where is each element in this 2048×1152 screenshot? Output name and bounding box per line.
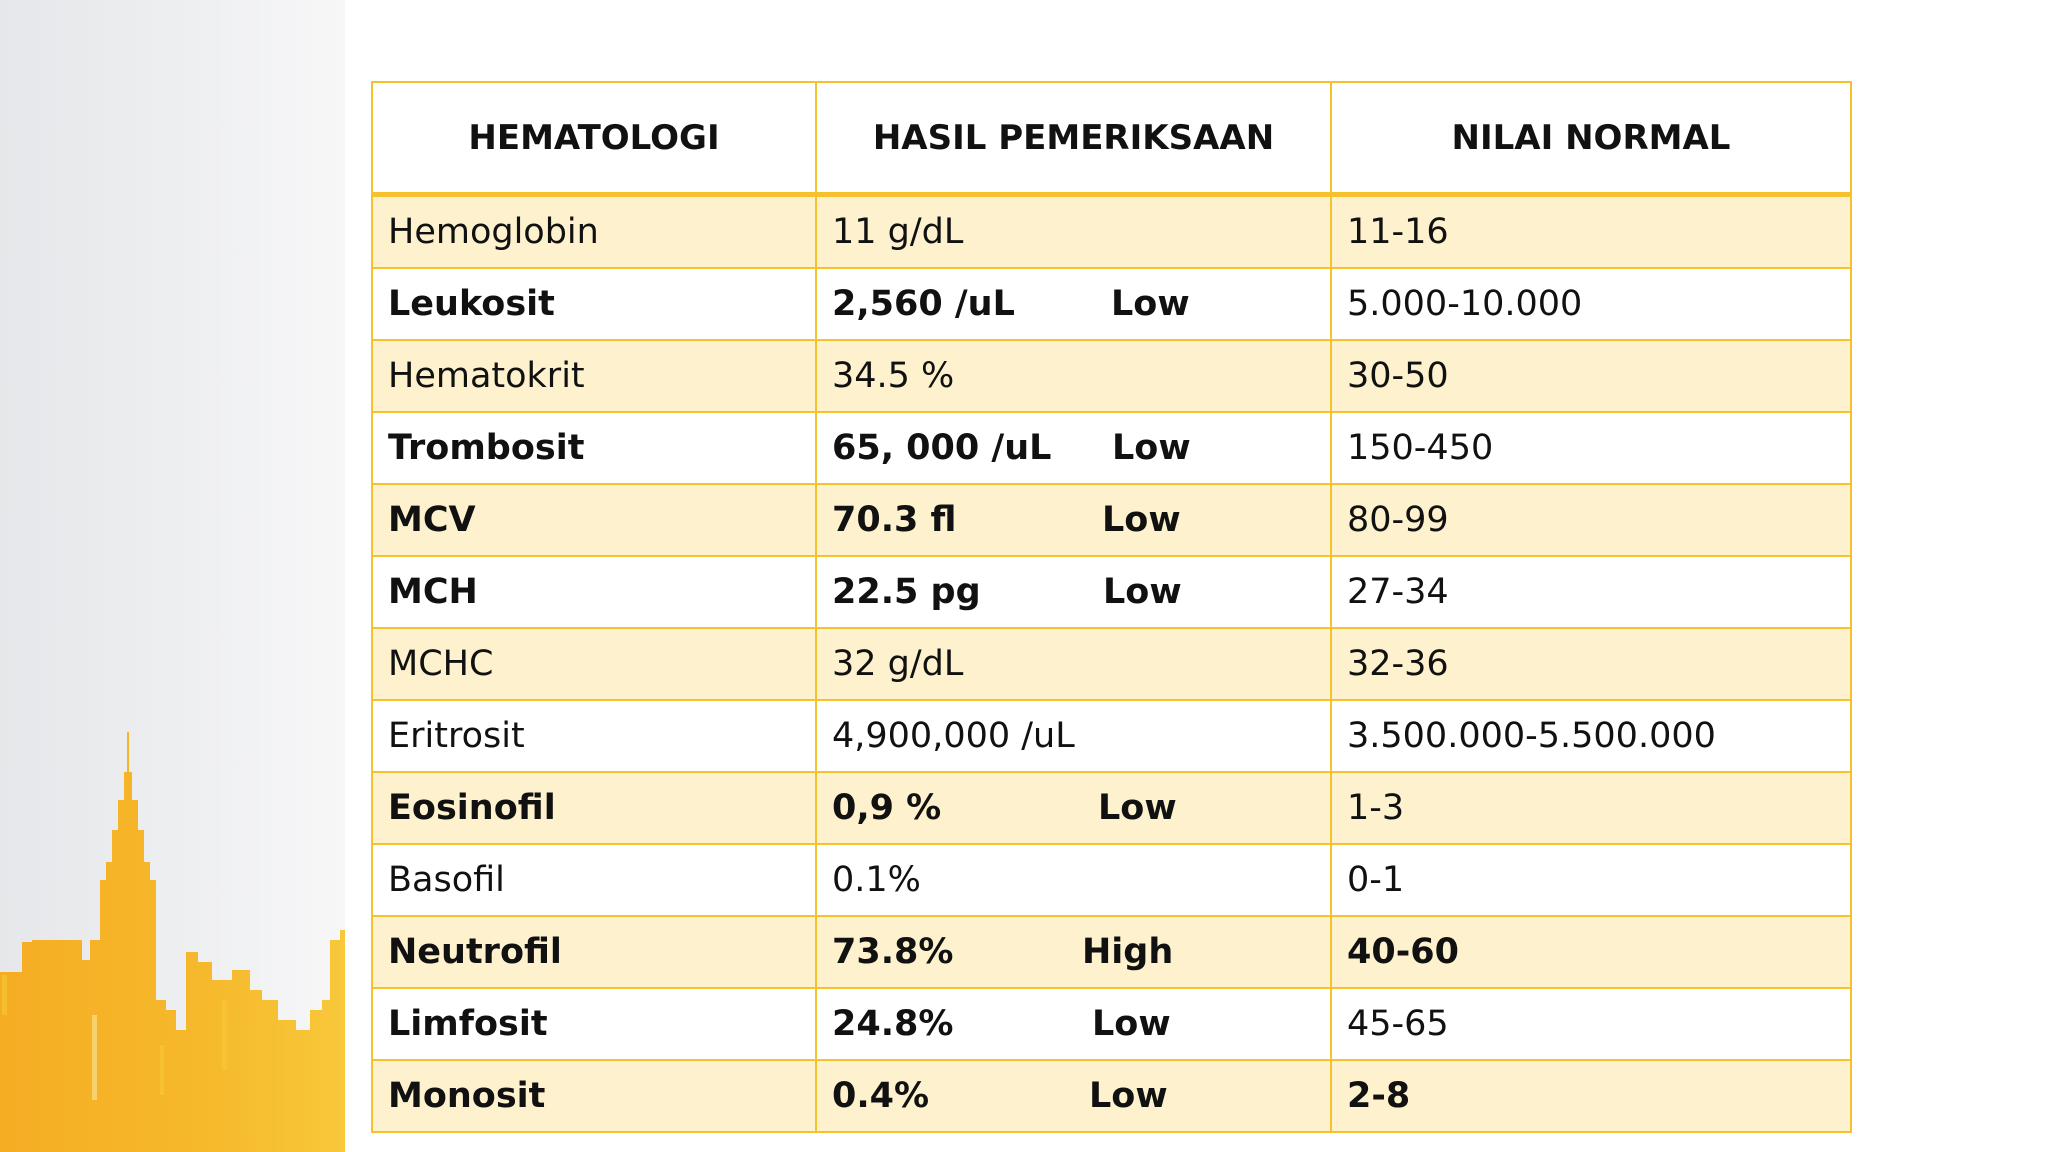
result-cell: 65, 000 /uL Low <box>815 411 1332 485</box>
hematology-table: HEMATOLOGI HASIL PEMERIKSAAN NILAI NORMA… <box>371 81 1852 1133</box>
normal-range-cell: 27-34 <box>1330 555 1852 629</box>
table-row: Trombosit 65, 000 /uL Low 150-450 <box>371 411 1852 485</box>
result-cell: 34.5 % <box>815 339 1332 413</box>
result-value: 22.5 pg <box>832 572 981 612</box>
table-row: Eosinofil 0,9 % Low 1-3 <box>371 771 1852 845</box>
table-row: MCH 22.5 pg Low 27-34 <box>371 555 1852 629</box>
test-name-cell: Neutrofil <box>371 915 817 989</box>
result-value: 2,560 /uL <box>832 284 1015 324</box>
test-name-cell: Monosit <box>371 1059 817 1133</box>
result-value: 65, 000 /uL <box>832 428 1052 468</box>
result-cell: 0,9 % Low <box>815 771 1332 845</box>
table-row: Hematokrit 34.5 % 30-50 <box>371 339 1852 413</box>
result-flag: Low <box>1111 284 1190 324</box>
table-row: Limfosit 24.8% Low 45-65 <box>371 987 1852 1061</box>
result-flag: Low <box>1103 572 1182 612</box>
table-header-row: HEMATOLOGI HASIL PEMERIKSAAN NILAI NORMA… <box>371 81 1852 197</box>
normal-range-cell: 80-99 <box>1330 483 1852 557</box>
result-cell: 11 g/dL <box>815 193 1332 269</box>
result-value: 32 g/dL <box>832 644 964 684</box>
normal-range-cell: 11-16 <box>1330 193 1852 269</box>
result-cell: 24.8% Low <box>815 987 1332 1061</box>
result-value: 34.5 % <box>832 356 955 396</box>
result-value: 11 g/dL <box>832 212 964 252</box>
normal-range-cell: 40-60 <box>1330 915 1852 989</box>
result-value: 73.8% <box>832 932 954 972</box>
result-cell: 70.3 fl Low <box>815 483 1332 557</box>
column-header-hematologi: HEMATOLOGI <box>371 81 817 197</box>
result-value: 0.4% <box>832 1076 930 1116</box>
table-row: Neutrofil 73.8% High 40-60 <box>371 915 1852 989</box>
table-body: Hemoglobin 11 g/dL 11-16 Leukosit 2,560 /uL L… <box>371 193 1852 1133</box>
result-flag: Low <box>1102 500 1181 540</box>
city-skyline-icon <box>0 732 345 1152</box>
table-row: Leukosit 2,560 /uL Low 5.000-10.000 <box>371 267 1852 341</box>
result-value: 4,900,000 /uL <box>832 716 1075 756</box>
test-name-cell: MCHC <box>371 627 817 701</box>
result-cell: 2,560 /uL Low <box>815 267 1332 341</box>
column-header-hasil-pemeriksaan: HASIL PEMERIKSAAN <box>815 81 1332 197</box>
normal-range-cell: 5.000-10.000 <box>1330 267 1852 341</box>
test-name-cell: Limfosit <box>371 987 817 1061</box>
decorative-sidebar <box>0 0 345 1152</box>
result-cell: 22.5 pg Low <box>815 555 1332 629</box>
result-value: 0,9 % <box>832 788 942 828</box>
result-flag: Low <box>1089 1076 1168 1116</box>
normal-range-cell: 150-450 <box>1330 411 1852 485</box>
normal-range-cell: 32-36 <box>1330 627 1852 701</box>
test-name-cell: Leukosit <box>371 267 817 341</box>
result-flag: Low <box>1112 428 1191 468</box>
test-name-cell: MCH <box>371 555 817 629</box>
normal-range-cell: 30-50 <box>1330 339 1852 413</box>
table-row: MCHC 32 g/dL 32-36 <box>371 627 1852 701</box>
result-cell: 73.8% High <box>815 915 1332 989</box>
result-cell: 4,900,000 /uL <box>815 699 1332 773</box>
result-value: 70.3 fl <box>832 500 957 540</box>
normal-range-cell: 0-1 <box>1330 843 1852 917</box>
result-flag: Low <box>1092 1004 1171 1044</box>
table-row: Basofil 0.1% 0-1 <box>371 843 1852 917</box>
test-name-cell: Eritrosit <box>371 699 817 773</box>
normal-range-cell: 3.500.000-5.500.000 <box>1330 699 1852 773</box>
normal-range-cell: 2-8 <box>1330 1059 1852 1133</box>
test-name-cell: Trombosit <box>371 411 817 485</box>
test-name-cell: Hemoglobin <box>371 193 817 269</box>
table-row: Monosit 0.4% Low 2-8 <box>371 1059 1852 1133</box>
normal-range-cell: 45-65 <box>1330 987 1852 1061</box>
test-name-cell: Eosinofil <box>371 771 817 845</box>
result-cell: 0.4% Low <box>815 1059 1332 1133</box>
table-row: Eritrosit 4,900,000 /uL 3.500.000-5.500.00… <box>371 699 1852 773</box>
test-name-cell: MCV <box>371 483 817 557</box>
result-flag: Low <box>1098 788 1177 828</box>
result-value: 24.8% <box>832 1004 954 1044</box>
result-value: 0.1% <box>832 860 921 900</box>
normal-range-cell: 1-3 <box>1330 771 1852 845</box>
test-name-cell: Hematokrit <box>371 339 817 413</box>
result-cell: 32 g/dL <box>815 627 1332 701</box>
table-row: MCV 70.3 fl Low 80-99 <box>371 483 1852 557</box>
result-flag: High <box>1082 932 1174 972</box>
test-name-cell: Basofil <box>371 843 817 917</box>
column-header-nilai-normal: NILAI NORMAL <box>1330 81 1852 197</box>
result-cell: 0.1% <box>815 843 1332 917</box>
table-row: Hemoglobin 11 g/dL 11-16 <box>371 193 1852 269</box>
